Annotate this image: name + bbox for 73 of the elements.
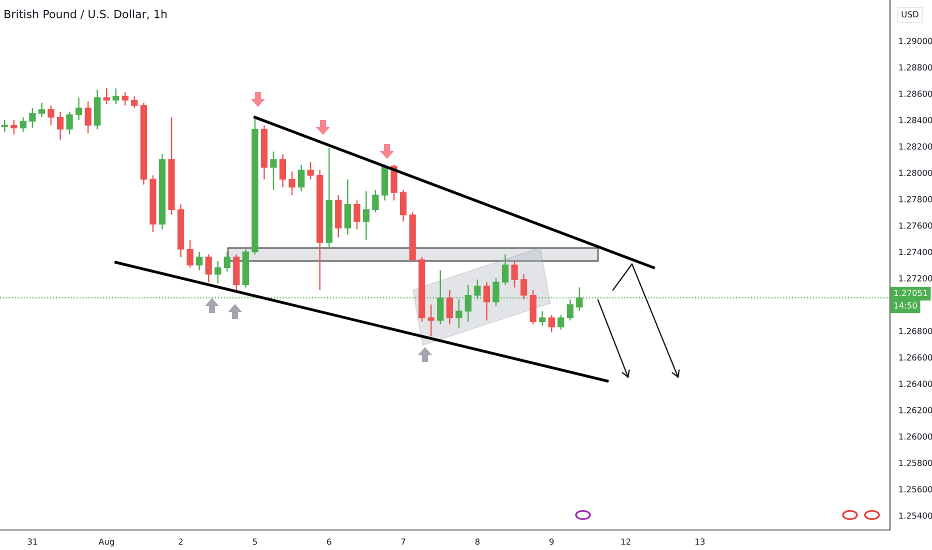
candlestick [288,170,296,196]
candlestick [75,96,82,121]
x-tick-label: 5 [252,538,257,545]
y-tick-label: 1.26400 [899,380,932,387]
y-tick-label: 1.26800 [899,328,932,334]
candlestick [66,111,73,136]
x-tick-label: 31 [28,538,37,545]
candlestick [112,88,120,105]
candlestick [224,251,230,272]
candlestick [400,189,407,222]
candlestick [344,178,351,236]
candlestick [48,104,54,126]
candlestick [279,154,286,188]
y-tick-label: 1.28000 [899,170,932,176]
x-tick-label: Aug [98,538,114,546]
candlestick [548,314,555,333]
y-tick-label: 1.25400 [899,512,932,519]
candlestick [558,314,564,330]
candlestick [428,304,434,337]
y-tick-label: 1.28200 [899,143,932,150]
ref-line-label: 1.27051 [894,290,928,296]
candlestick [520,274,528,300]
y-tick-label: 1.26600 [899,354,932,361]
candlestick [56,111,64,140]
x-tick-label: 12 [621,538,630,545]
candlestick [1,119,8,132]
candlestick [10,119,18,136]
candlestick [298,164,305,192]
candlestick [372,189,379,213]
candlestick [474,278,481,300]
candlestick [38,102,46,118]
y-tick-label: 1.29000 [899,38,932,44]
candlestick [131,96,138,109]
y-tick-label: 1.25800 [899,460,932,466]
candlestick [84,100,92,134]
y-tick-label: 1.25600 [899,486,932,492]
candlestick [205,254,212,283]
y-tick-label: 1.28400 [899,116,932,124]
candlestick [29,107,36,129]
x-tick-label: 8 [475,538,480,545]
candlestick [456,298,462,329]
text: 14:50 [894,302,917,309]
y-tick-label: 1.27600 [899,222,932,229]
y-tick-label: 1.26200 [899,407,932,414]
candlestick [566,298,574,321]
y-tick-label: 1.27400 [899,248,932,256]
candlestick [122,92,128,106]
candlestick [307,162,314,180]
candlestick [354,200,360,230]
candlestick [196,251,203,271]
y-tick-label: 1.28600 [899,90,932,97]
candlestick [186,239,194,268]
x-tick-label: 9 [549,538,554,545]
y-tick-label: 1.27800 [899,196,932,202]
candlestick [362,190,370,241]
x-tick-label: 2 [178,538,183,545]
x-tick-label: 7 [401,538,406,545]
candlestick [214,260,222,284]
candlestick [270,150,277,190]
candlestick [20,116,26,132]
candlestick [511,260,518,288]
candlestick [446,289,453,325]
y-tick-label: 1.26000 [899,433,932,440]
y-axis-title: USD [902,11,918,18]
y-tick-label: 1.27200 [899,275,932,282]
x-tick-label: 6 [327,538,332,545]
y-tick-label: 1.28800 [899,64,932,71]
candlestick [502,254,509,286]
x-tick-label: 13 [696,538,705,545]
candlestick [539,310,546,326]
text: British Pound / U.S. Dollar, 1h [4,10,167,20]
candlestick [103,88,110,105]
candlestick [483,282,490,321]
